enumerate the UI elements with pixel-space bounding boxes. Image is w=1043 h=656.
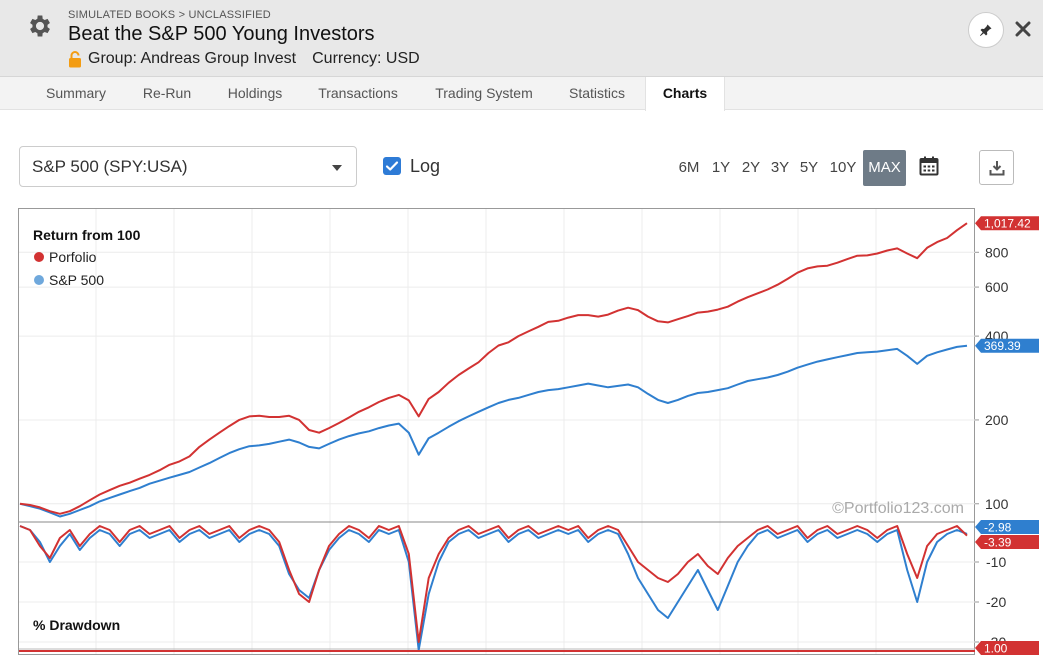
benchmark-value: S&P 500 (SPY:USA) <box>32 157 188 176</box>
tab-bar: Summary Re-Run Holdings Transactions Tra… <box>0 77 1043 111</box>
flag-dd-portfolio-text: -3.39 <box>984 536 1012 550</box>
plot-frame <box>18 208 975 655</box>
tab-statistics[interactable]: Statistics <box>568 85 625 101</box>
drawdown-title: % Drawdown <box>33 617 120 633</box>
calendar-icon[interactable] <box>919 156 939 176</box>
flag-bottom-text: 1.00 <box>984 642 1008 656</box>
tab-holdings[interactable]: Holdings <box>227 85 283 101</box>
benchmark-select[interactable]: S&P 500 (SPY:USA) <box>19 146 357 187</box>
pin-button[interactable] <box>968 12 1004 48</box>
flag-portfolio: 1,017.42 <box>975 216 1039 231</box>
y-tick-label: 800 <box>985 244 1009 260</box>
check-icon <box>385 161 399 171</box>
range-6m[interactable]: 6M <box>678 159 700 176</box>
close-button[interactable] <box>1012 18 1034 40</box>
group-label: Group: Andreas Group Invest <box>88 50 297 67</box>
series-line-portfolio <box>19 222 968 515</box>
flag-dd-portfolio: -3.39 <box>975 535 1039 550</box>
tab-transactions[interactable]: Transactions <box>318 85 398 101</box>
flag-sp500-badge <box>975 338 1039 353</box>
header-bar: SIMULATED BOOKS > UNCLASSIFIED Beat the … <box>0 0 1043 77</box>
legend-swatch-sp500 <box>34 275 44 285</box>
portfolio-meta: Group: Andreas Group Invest Currency: US… <box>68 50 420 68</box>
series-line-sp500 <box>19 344 968 518</box>
log-checkbox[interactable] <box>383 157 401 175</box>
gear-icon[interactable] <box>26 12 54 40</box>
flag-dd-portfolio-badge <box>975 535 1039 549</box>
flag-bottom-badge <box>975 641 1039 655</box>
breadcrumb: SIMULATED BOOKS > UNCLASSIFIED <box>68 9 271 21</box>
flag-dd-sp500: -2.98 <box>975 520 1039 535</box>
currency-label: Currency: USD <box>312 50 420 67</box>
flag-portfolio-text: 1,017.42 <box>984 217 1031 231</box>
page-title: Beat the S&P 500 Young Investors <box>68 23 375 45</box>
pin-icon <box>980 24 992 36</box>
flag-dd-sp500-badge <box>975 520 1039 534</box>
download-icon <box>989 160 1004 175</box>
range-3y[interactable]: 3Y <box>770 159 790 176</box>
y-tick-label: -20 <box>986 594 1006 610</box>
value-flags: 1,017.42 369.39 -2.98-3.39 1.00 <box>975 216 1039 656</box>
tab-rerun[interactable]: Re-Run <box>142 85 192 101</box>
lock-open-icon <box>69 50 81 67</box>
chart-title: Return from 100 <box>33 227 141 243</box>
y-tick-label: -10 <box>986 554 1006 570</box>
flag-dd-sp500-text: -2.98 <box>984 521 1012 535</box>
y-tick-label: 200 <box>985 412 1009 428</box>
flag-sp500-text: 369.39 <box>984 339 1021 353</box>
chevron-down-icon <box>332 165 342 171</box>
range-5y[interactable]: 5Y <box>799 159 819 176</box>
range-max[interactable]: MAX <box>863 150 906 186</box>
tab-trading-system[interactable]: Trading System <box>435 85 533 101</box>
series-lines <box>19 222 975 652</box>
watermark: ©Portfolio123.com <box>832 500 964 517</box>
legend-label-sp500[interactable]: S&P 500 <box>49 272 104 288</box>
legend-label-portfolio[interactable]: Porfolio <box>49 249 97 265</box>
legend-swatch-portfolio <box>34 252 44 262</box>
download-button[interactable] <box>979 150 1014 185</box>
tab-summary[interactable]: Summary <box>46 85 106 101</box>
y-tick-label: 100 <box>985 496 1009 512</box>
drawdown-line-sp500 <box>19 525 968 651</box>
flag-portfolio-badge <box>975 216 1039 231</box>
tab-charts[interactable]: Charts <box>645 77 725 111</box>
range-1y[interactable]: 1Y <box>711 159 731 176</box>
drawdown-line-portfolio <box>19 525 968 643</box>
log-label[interactable]: Log <box>410 156 441 176</box>
y-tick-label: 600 <box>985 279 1009 295</box>
close-icon <box>1015 21 1031 37</box>
range-10y[interactable]: 10Y <box>829 159 857 176</box>
grid-lines <box>19 209 975 654</box>
flag-sp500: 369.39 <box>975 338 1039 353</box>
range-2y[interactable]: 2Y <box>741 159 761 176</box>
flag-bottom: 1.00 <box>975 641 1039 656</box>
